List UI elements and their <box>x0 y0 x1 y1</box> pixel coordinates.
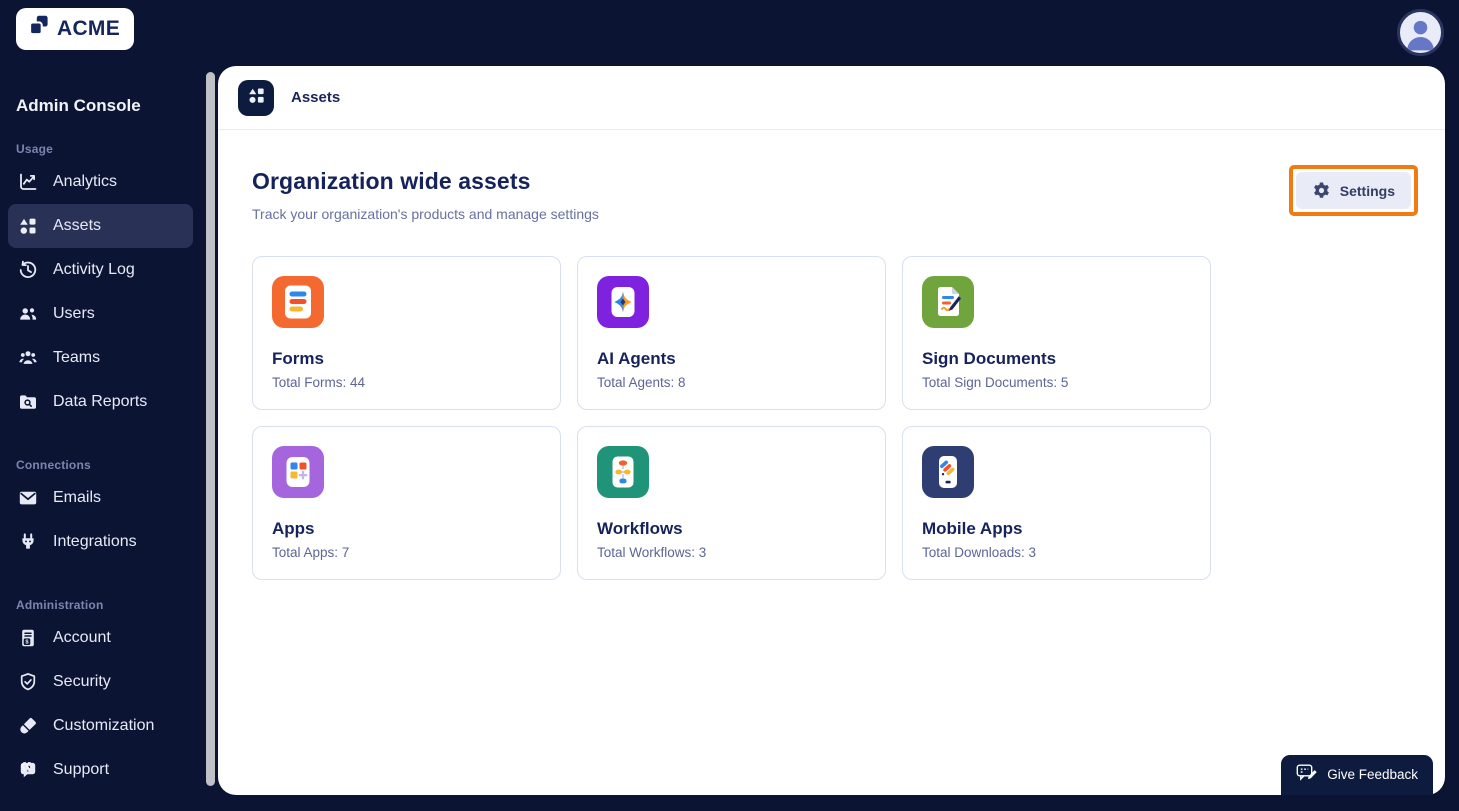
sidebar-section: Usage Analytics Assets Activity Log User… <box>0 142 205 424</box>
sidebar-item-customization[interactable]: Customization <box>0 704 205 748</box>
sidebar-section-label: Usage <box>16 142 54 156</box>
asset-card-ai-agents[interactable]: AI Agents Total Agents: 8 <box>577 256 886 410</box>
settings-button[interactable]: Settings <box>1295 172 1411 209</box>
apps-tile <box>272 446 324 498</box>
sidebar-section: Connections Emails Integrations <box>0 458 205 564</box>
sidebar-item-label: Account <box>53 629 111 646</box>
acme-logo-text: ACME <box>57 17 121 40</box>
sidebar-item-label: Customization <box>53 717 155 734</box>
asset-card-workflows[interactable]: Workflows Total Workflows: 3 <box>577 426 886 580</box>
sidebar-item-label: Assets <box>53 217 102 234</box>
page-subtitle: Track your organization's products and m… <box>252 206 599 222</box>
assets-icon <box>18 216 38 236</box>
acme-logo-icon <box>26 13 53 45</box>
asset-card-stat: Total Forms: 44 <box>272 375 366 390</box>
sidebar-item-account[interactable]: $ Account <box>0 616 205 660</box>
sidebar-item-label: Support <box>53 761 110 778</box>
analytics-icon <box>18 172 38 192</box>
sidebar-item-users[interactable]: Users <box>0 292 205 336</box>
asset-card-stat: Total Downloads: 3 <box>922 545 1037 560</box>
main-panel: Assets Organization wide assets Track yo… <box>218 66 1445 795</box>
sidebar-item-label: Security <box>53 673 111 690</box>
give-feedback-button[interactable]: Give Feedback <box>1281 755 1433 795</box>
sidebar-item-assets[interactable]: Assets <box>8 204 193 248</box>
asset-card-title: AI Agents <box>597 349 676 368</box>
settings-button-label: Settings <box>1339 182 1395 199</box>
gear-icon <box>1312 181 1331 200</box>
asset-card-stat: Total Workflows: 3 <box>597 545 707 560</box>
sidebar-item-label: Users <box>53 305 95 322</box>
breadcrumb-tile <box>238 79 274 116</box>
users-icon <box>18 304 38 324</box>
page-title: Organization wide assets <box>252 168 531 194</box>
sidebar-item-security[interactable]: Security <box>0 660 205 704</box>
asset-card-sign-documents[interactable]: Sign Documents Total Sign Documents: 5 <box>902 256 1211 410</box>
sidebar-nav: Usage Analytics Assets Activity Log User… <box>0 142 205 792</box>
asset-card-stat: Total Agents: 8 <box>597 375 686 390</box>
sidebar-section-items: Emails Integrations <box>0 476 205 564</box>
asset-card-stat: Total Sign Documents: 5 <box>922 375 1069 390</box>
account-icon: $ <box>18 628 38 648</box>
chevrons-left-icon[interactable]: « <box>20 754 32 777</box>
sidebar-item-label: Activity Log <box>53 261 135 278</box>
asset-card-title: Sign Documents <box>922 349 1057 368</box>
sidebar-section-label: Connections <box>16 458 91 472</box>
vertical-scrollbar[interactable] <box>206 72 215 786</box>
support-icon: ? <box>18 760 38 780</box>
panel-content: Organization wide assets Track your orga… <box>218 130 1445 580</box>
sidebar-section-label: Administration <box>16 598 104 612</box>
emails-icon <box>18 488 38 508</box>
customization-icon <box>18 716 38 736</box>
sign-documents-tile <box>922 276 974 328</box>
top-bar: ACME <box>0 0 1459 66</box>
breadcrumb: Assets <box>291 89 341 106</box>
sidebar-section-items: Analytics Assets Activity Log Users Team… <box>0 160 205 424</box>
sidebar-item-teams[interactable]: Teams <box>0 336 205 380</box>
feedback-icon <box>1296 763 1318 785</box>
integrations-icon <box>18 532 38 552</box>
data-reports-icon <box>18 392 38 412</box>
sidebar-item-label: Data Reports <box>53 393 148 410</box>
asset-card-title: Mobile Apps <box>922 519 1023 538</box>
asset-card-title: Apps <box>272 519 315 538</box>
person-icon <box>1400 12 1441 53</box>
sidebar-item-data-reports[interactable]: Data Reports <box>0 380 205 424</box>
panel-header: Assets <box>218 66 1445 130</box>
sidebar-item-label: Integrations <box>53 533 137 550</box>
sidebar: Admin Console Usage Analytics Assets Act… <box>0 66 205 811</box>
sidebar-item-label: Teams <box>53 349 101 366</box>
svg-text:?: ? <box>25 764 30 774</box>
sidebar-section: Administration $ Account Security Custom… <box>0 598 205 792</box>
settings-highlight-annotation: Settings <box>1288 165 1418 216</box>
sidebar-title: Admin Console <box>16 96 141 115</box>
asset-card-forms[interactable]: Forms Total Forms: 44 <box>252 256 561 410</box>
give-feedback-label: Give Feedback <box>1327 766 1418 782</box>
sidebar-item-integrations[interactable]: Integrations <box>0 520 205 564</box>
sidebar-item-support[interactable]: ? Support <box>0 748 205 792</box>
workflows-tile <box>597 446 649 498</box>
assets-icon <box>247 86 266 110</box>
ai-agents-tile <box>597 276 649 328</box>
mobile-apps-tile <box>922 446 974 498</box>
sidebar-item-label: Analytics <box>53 173 118 190</box>
svg-text:$: $ <box>25 640 29 646</box>
sidebar-item-emails[interactable]: Emails <box>0 476 205 520</box>
forms-tile <box>272 276 324 328</box>
sidebar-item-label: Emails <box>53 489 102 506</box>
sidebar-item-activity-log[interactable]: Activity Log <box>0 248 205 292</box>
asset-card-apps[interactable]: Apps Total Apps: 7 <box>252 426 561 580</box>
user-avatar[interactable] <box>1397 9 1444 56</box>
asset-card-mobile-apps[interactable]: Mobile Apps Total Downloads: 3 <box>902 426 1211 580</box>
activity-log-icon <box>18 260 38 280</box>
sidebar-section-items: $ Account Security Customization ? Suppo… <box>0 616 205 792</box>
asset-card-title: Workflows <box>597 519 683 538</box>
asset-cards-grid: Forms Total Forms: 44 AI Agents Total Ag… <box>252 256 1411 580</box>
security-icon <box>18 672 38 692</box>
teams-icon <box>18 348 38 368</box>
sidebar-item-analytics[interactable]: Analytics <box>0 160 205 204</box>
asset-card-title: Forms <box>272 349 324 368</box>
asset-card-stat: Total Apps: 7 <box>272 545 350 560</box>
acme-logo[interactable]: ACME <box>16 8 135 50</box>
